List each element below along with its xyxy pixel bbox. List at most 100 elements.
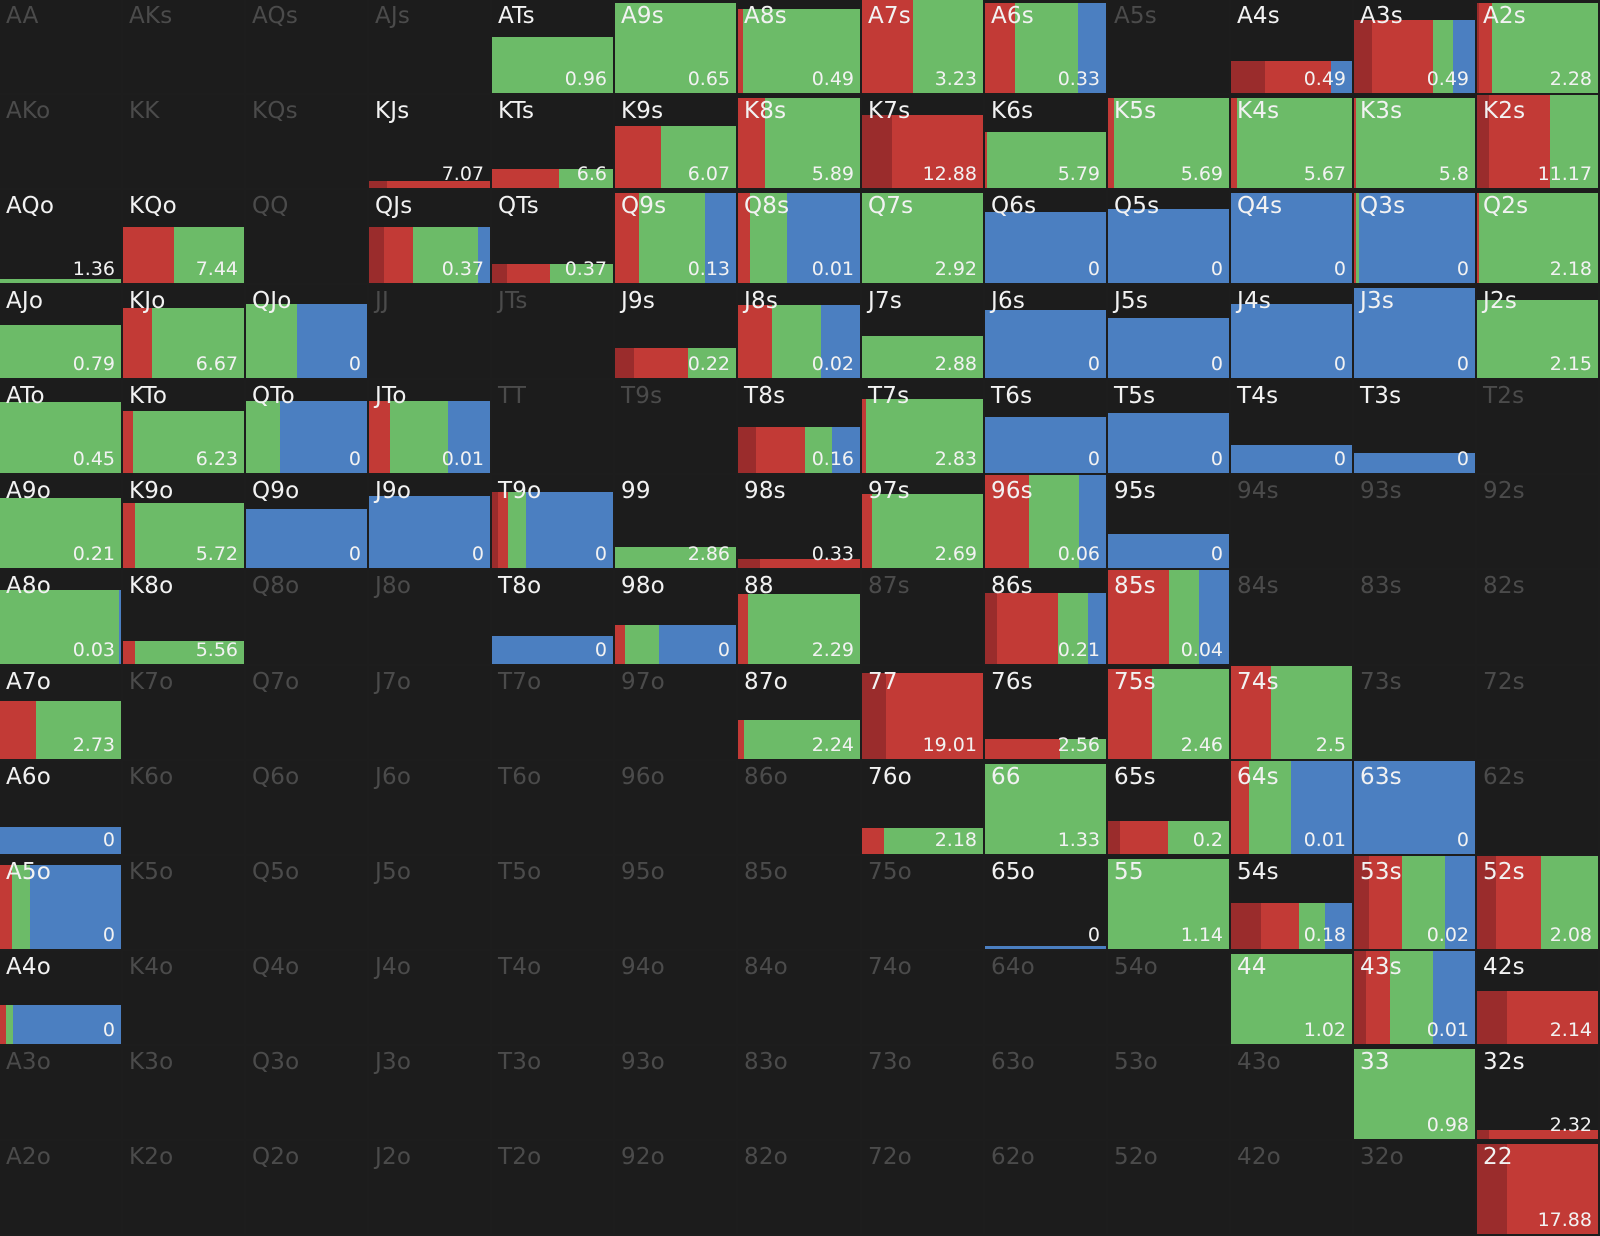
hand-cell-A9s[interactable]: A9s 0.65: [615, 0, 736, 93]
hand-cell-K7o[interactable]: K7o: [123, 666, 244, 759]
hand-cell-76s[interactable]: 76s 2.56: [985, 666, 1106, 759]
hand-cell-T2o[interactable]: T2o: [492, 1141, 613, 1234]
hand-cell-JJ[interactable]: JJ: [369, 285, 490, 378]
hand-cell-54s[interactable]: 54s 0.18: [1231, 856, 1352, 949]
hand-cell-92o[interactable]: 92o: [615, 1141, 736, 1234]
hand-cell-K5o[interactable]: K5o: [123, 856, 244, 949]
hand-cell-A4s[interactable]: A4s 0.49: [1231, 0, 1352, 93]
hand-cell-K6s[interactable]: K6s 5.79: [985, 95, 1106, 188]
hand-cell-A8o[interactable]: A8o 0.03: [0, 570, 121, 664]
hand-cell-QTo[interactable]: QTo 0: [246, 380, 367, 473]
hand-cell-Q4s[interactable]: Q4s 0: [1231, 190, 1352, 283]
hand-cell-Q5o[interactable]: Q5o: [246, 856, 367, 949]
hand-cell-62s[interactable]: 62s: [1477, 761, 1598, 854]
hand-cell-J9s[interactable]: J9s 0.22: [615, 285, 736, 378]
hand-cell-KTo[interactable]: KTo 6.23: [123, 380, 244, 473]
hand-cell-QTs[interactable]: QTs 0.37: [492, 190, 613, 283]
hand-cell-Q3o[interactable]: Q3o: [246, 1046, 367, 1139]
hand-cell-J2s[interactable]: J2s 2.15: [1477, 285, 1598, 378]
hand-cell-A6o[interactable]: A6o 0: [0, 761, 121, 854]
hand-cell-Q3s[interactable]: Q3s 0: [1354, 190, 1475, 283]
hand-cell-75o[interactable]: 75o: [862, 856, 983, 949]
hand-cell-KTs[interactable]: KTs 6.6: [492, 95, 613, 188]
hand-cell-KQs[interactable]: KQs: [246, 95, 367, 188]
hand-cell-AKo[interactable]: AKo: [0, 95, 121, 188]
hand-cell-JTo[interactable]: JTo 0.01: [369, 380, 490, 473]
hand-cell-T8o[interactable]: T8o 0: [492, 570, 613, 664]
hand-cell-A5s[interactable]: A5s: [1108, 0, 1229, 93]
hand-cell-92s[interactable]: 92s: [1477, 475, 1598, 568]
hand-cell-84s[interactable]: 84s: [1231, 570, 1352, 664]
hand-cell-43o[interactable]: 43o: [1231, 1046, 1352, 1139]
hand-cell-AKs[interactable]: AKs: [123, 0, 244, 93]
hand-cell-T6o[interactable]: T6o: [492, 761, 613, 854]
hand-cell-J8s[interactable]: J8s 0.02: [738, 285, 860, 378]
hand-cell-Q8o[interactable]: Q8o: [246, 570, 367, 664]
hand-cell-74o[interactable]: 74o: [862, 951, 983, 1044]
hand-cell-77[interactable]: 77 19.01: [862, 666, 983, 759]
hand-cell-T3o[interactable]: T3o: [492, 1046, 613, 1139]
hand-cell-93o[interactable]: 93o: [615, 1046, 736, 1139]
hand-cell-J6s[interactable]: J6s 0: [985, 285, 1106, 378]
hand-cell-T7o[interactable]: T7o: [492, 666, 613, 759]
hand-cell-97o[interactable]: 97o: [615, 666, 736, 759]
hand-cell-44[interactable]: 44 1.02: [1231, 951, 1352, 1044]
hand-cell-83o[interactable]: 83o: [738, 1046, 860, 1139]
hand-cell-42o[interactable]: 42o: [1231, 1141, 1352, 1234]
hand-cell-K4s[interactable]: K4s 5.67: [1231, 95, 1352, 188]
hand-cell-J3o[interactable]: J3o: [369, 1046, 490, 1139]
hand-cell-J9o[interactable]: J9o 0: [369, 475, 490, 568]
hand-cell-T2s[interactable]: T2s: [1477, 380, 1598, 473]
hand-cell-97s[interactable]: 97s 2.69: [862, 475, 983, 568]
hand-cell-A9o[interactable]: A9o 0.21: [0, 475, 121, 568]
hand-cell-AJs[interactable]: AJs: [369, 0, 490, 93]
hand-cell-Q9o[interactable]: Q9o 0: [246, 475, 367, 568]
hand-cell-42s[interactable]: 42s 2.14: [1477, 951, 1598, 1044]
hand-cell-32o[interactable]: 32o: [1354, 1141, 1475, 1234]
hand-cell-Q4o[interactable]: Q4o: [246, 951, 367, 1044]
hand-cell-Q6o[interactable]: Q6o: [246, 761, 367, 854]
hand-cell-96s[interactable]: 96s 0.06: [985, 475, 1106, 568]
hand-cell-93s[interactable]: 93s: [1354, 475, 1475, 568]
hand-cell-A2s[interactable]: A2s 2.28: [1477, 0, 1598, 93]
hand-cell-K3s[interactable]: K3s 5.8: [1354, 95, 1475, 188]
hand-cell-52o[interactable]: 52o: [1108, 1141, 1229, 1234]
hand-cell-QJo[interactable]: QJo 0: [246, 285, 367, 378]
hand-cell-J4s[interactable]: J4s 0: [1231, 285, 1352, 378]
hand-cell-A7s[interactable]: A7s 3.23: [862, 0, 983, 93]
hand-cell-83s[interactable]: 83s: [1354, 570, 1475, 664]
hand-cell-63o[interactable]: 63o: [985, 1046, 1106, 1139]
hand-cell-J5s[interactable]: J5s 0: [1108, 285, 1229, 378]
hand-cell-33[interactable]: 33 0.98: [1354, 1046, 1475, 1139]
hand-cell-K3o[interactable]: K3o: [123, 1046, 244, 1139]
hand-cell-K4o[interactable]: K4o: [123, 951, 244, 1044]
hand-cell-Q7o[interactable]: Q7o: [246, 666, 367, 759]
hand-cell-T5s[interactable]: T5s 0: [1108, 380, 1229, 473]
hand-cell-54o[interactable]: 54o: [1108, 951, 1229, 1044]
hand-cell-43s[interactable]: 43s 0.01: [1354, 951, 1475, 1044]
hand-cell-95o[interactable]: 95o: [615, 856, 736, 949]
hand-cell-A2o[interactable]: A2o: [0, 1141, 121, 1234]
hand-cell-KJs[interactable]: KJs 7.07: [369, 95, 490, 188]
hand-cell-T4s[interactable]: T4s 0: [1231, 380, 1352, 473]
hand-cell-53s[interactable]: 53s 0.02: [1354, 856, 1475, 949]
hand-cell-95s[interactable]: 95s 0: [1108, 475, 1229, 568]
hand-cell-94s[interactable]: 94s: [1231, 475, 1352, 568]
hand-cell-T7s[interactable]: T7s 2.83: [862, 380, 983, 473]
hand-cell-KQo[interactable]: KQo 7.44: [123, 190, 244, 283]
hand-cell-QQ[interactable]: QQ: [246, 190, 367, 283]
hand-cell-84o[interactable]: 84o: [738, 951, 860, 1044]
hand-cell-K7s[interactable]: K7s 12.88: [862, 95, 983, 188]
hand-cell-Q5s[interactable]: Q5s 0: [1108, 190, 1229, 283]
hand-cell-TT[interactable]: TT: [492, 380, 613, 473]
hand-cell-52s[interactable]: 52s 2.08: [1477, 856, 1598, 949]
hand-cell-AQs[interactable]: AQs: [246, 0, 367, 93]
hand-cell-J3s[interactable]: J3s 0: [1354, 285, 1475, 378]
hand-cell-94o[interactable]: 94o: [615, 951, 736, 1044]
hand-cell-53o[interactable]: 53o: [1108, 1046, 1229, 1139]
hand-cell-T9s[interactable]: T9s: [615, 380, 736, 473]
hand-cell-A3o[interactable]: A3o: [0, 1046, 121, 1139]
hand-cell-22[interactable]: 22 17.88: [1477, 1141, 1598, 1234]
hand-cell-82o[interactable]: 82o: [738, 1141, 860, 1234]
hand-cell-85s[interactable]: 85s 0.04: [1108, 570, 1229, 664]
